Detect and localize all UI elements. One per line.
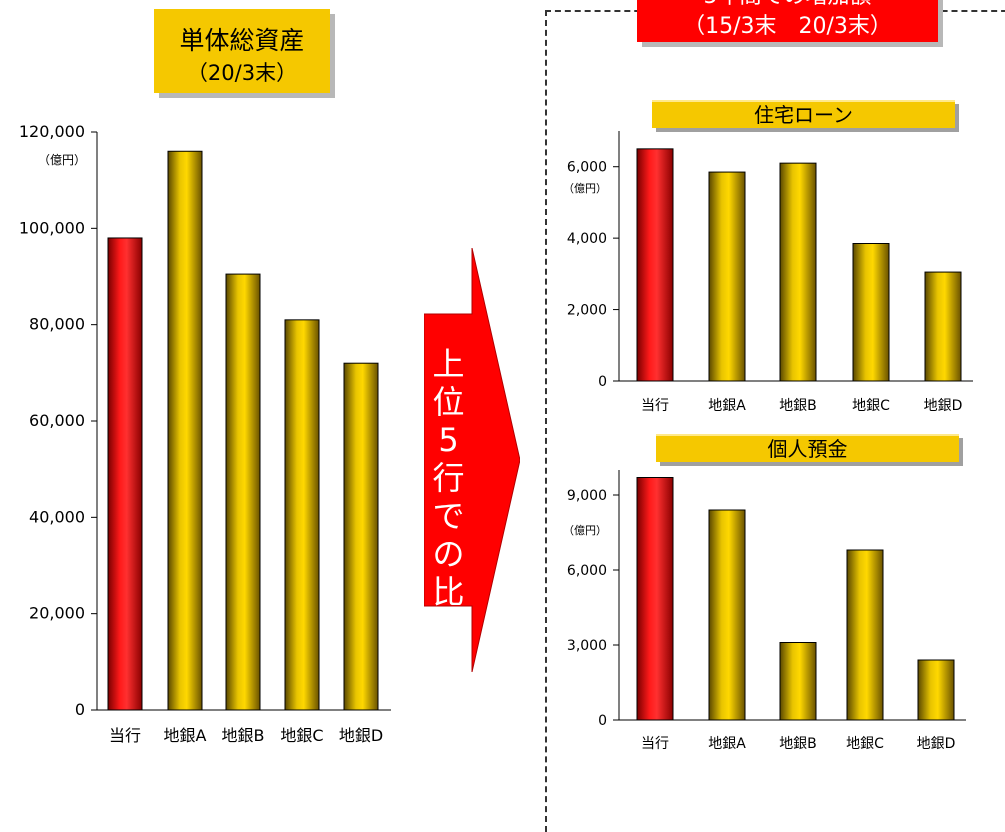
x-tick-label: 地銀A <box>164 726 207 745</box>
x-tick-label: 当行 <box>109 726 141 745</box>
y-tick-label: 9,000 <box>567 488 607 504</box>
bar <box>636 148 674 382</box>
arrow-char: 行 <box>432 459 465 497</box>
x-tick-label: 地銀C <box>846 736 884 752</box>
y-tick-label: 0 <box>598 713 607 729</box>
chart-0: 0 20,000 40,000 60,000 80,000 100,000 120,000 （… <box>19 122 391 745</box>
chart-1: 0 2,000 4,000 6,000 （億円） 当行 地銀A 地銀B 地銀C 地銀D <box>563 131 973 414</box>
total-assets-title: 単体総資産 （20/3末） <box>154 9 330 93</box>
personal-deposit-title: 個人預金 <box>656 434 959 462</box>
x-tick-label: 地銀A <box>708 736 746 752</box>
x-tick-label: 地銀D <box>339 726 383 745</box>
bar <box>708 509 746 721</box>
bar <box>852 243 890 382</box>
y-tick-label: 3,000 <box>567 638 607 654</box>
unit-label: （億円） <box>563 524 607 537</box>
y-tick-label: 100,000 <box>19 218 85 237</box>
x-tick-label: 地銀B <box>779 736 817 752</box>
y-tick-label: 0 <box>75 700 85 719</box>
y-tick-label: 40,000 <box>29 507 85 526</box>
x-tick-label: 地銀D <box>924 398 963 414</box>
x-tick-label: 地銀D <box>917 736 956 752</box>
y-tick-label: 2,000 <box>567 303 607 319</box>
x-tick-label: 地銀C <box>280 726 323 745</box>
y-tick-label: 60,000 <box>29 411 85 430</box>
total-assets-title-line2: （20/3末） <box>186 61 298 85</box>
increase-title-line1: 5年間での増加額 <box>637 0 938 10</box>
arrow-char: 比 <box>432 573 465 611</box>
x-tick-label: 地銀A <box>708 398 746 414</box>
bar <box>225 273 261 711</box>
bar <box>167 150 203 711</box>
bar <box>284 319 320 711</box>
x-tick-label: 地銀B <box>779 398 817 414</box>
increase-title: 5年間での増加額 （15/3末 20/3末） <box>637 0 938 42</box>
bar <box>924 271 962 382</box>
y-tick-label: 0 <box>598 374 607 390</box>
y-tick-label: 120,000 <box>19 122 85 141</box>
chart-2: 0 3,000 6,000 9,000 （億円） 当行 地銀A 地銀B 地銀C 地銀D <box>563 470 966 752</box>
bar <box>343 362 379 711</box>
arrow-char: 5 <box>438 421 459 459</box>
bar <box>846 549 884 721</box>
x-tick-label: 地銀B <box>222 726 265 745</box>
x-tick-label: 当行 <box>641 398 669 414</box>
arrow-char: で <box>432 497 465 535</box>
x-tick-label: 当行 <box>641 736 669 752</box>
bar <box>779 642 817 721</box>
total-assets-chart: 0 20,000 40,000 60,000 80,000 100,000 120,000 （… <box>19 122 973 752</box>
unit-label: （億円） <box>563 182 607 195</box>
housing-loan-title: 住宅ローン <box>652 100 955 128</box>
y-tick-label: 80,000 <box>29 315 85 334</box>
bar <box>107 237 143 711</box>
bar <box>636 477 674 721</box>
x-tick-label: 地銀C <box>852 398 890 414</box>
increase-title-line2: （15/3末 20/3末） <box>683 14 892 39</box>
bar <box>779 162 817 382</box>
y-tick-label: 6,000 <box>567 563 607 579</box>
arrow-char: の <box>432 535 465 573</box>
y-tick-label: 4,000 <box>567 231 607 247</box>
arrow-shape <box>424 248 520 672</box>
comparison-arrow <box>424 248 520 672</box>
y-tick-label: 20,000 <box>29 604 85 623</box>
arrow-char: 上 <box>432 345 465 383</box>
y-tick-label: 6,000 <box>567 160 607 176</box>
arrow-char: 位 <box>432 383 465 421</box>
arrow-char: 較 <box>432 611 465 649</box>
bar <box>917 659 955 721</box>
bar <box>708 171 746 382</box>
unit-label: （億円） <box>38 153 86 167</box>
total-assets-title-line1: 単体総資産 <box>179 26 305 55</box>
